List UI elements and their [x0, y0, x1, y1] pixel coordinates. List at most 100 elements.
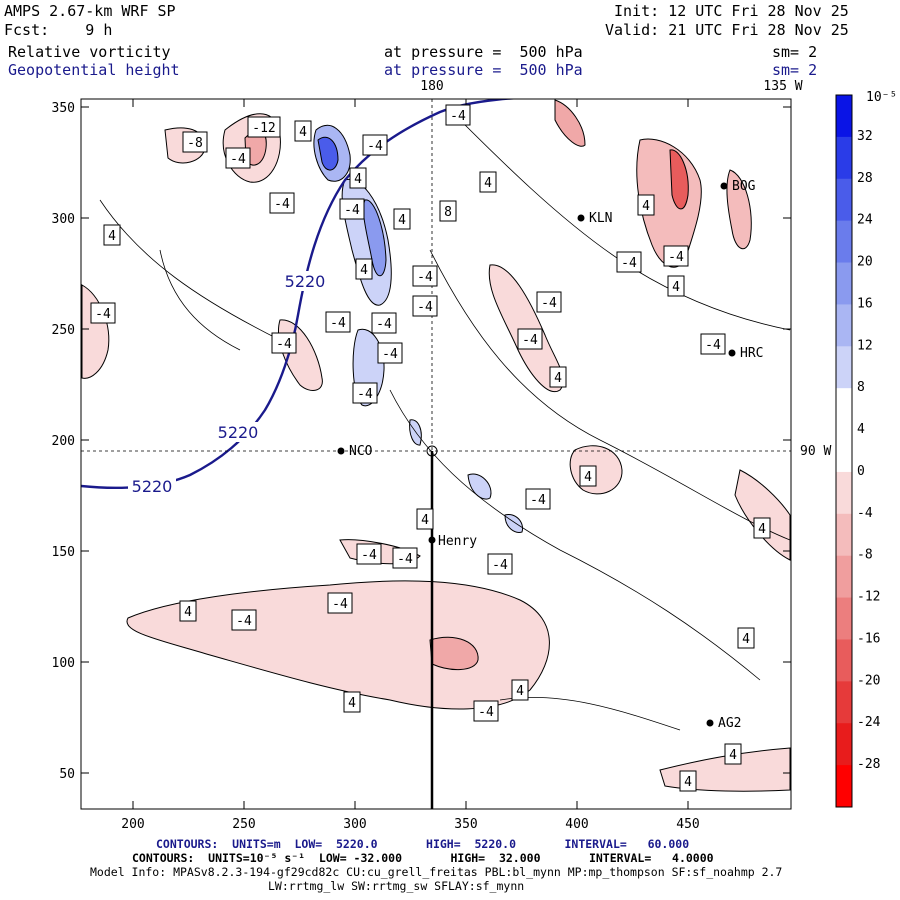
- vorticity-label-box: [412, 295, 438, 317]
- colorbar-tick-label: 32: [857, 129, 873, 144]
- vorticity-contour-label: 4: [398, 213, 406, 228]
- vorticity-label-box: [439, 200, 457, 222]
- vorticity-contour-label: -4: [541, 296, 557, 311]
- field1-level: at pressure = 500 hPa: [384, 43, 583, 61]
- vorticity-label-box: [247, 116, 281, 138]
- colorbar-swatch: [836, 95, 852, 138]
- station-label: KLN: [589, 211, 612, 226]
- vorticity-contour-label: -4: [417, 300, 433, 315]
- colorbar-swatch: [836, 346, 852, 389]
- init-time: Init: 12 UTC Fri 28 Nov 25: [614, 2, 849, 20]
- x-tick-label: 400: [565, 817, 588, 832]
- vorticity-label-box: [179, 600, 197, 622]
- vorticity-contour-label: 4: [758, 522, 766, 537]
- vorticity-label-box: [616, 251, 642, 273]
- vorticity-label-box: [339, 198, 365, 220]
- axis-ticks: [81, 99, 791, 809]
- colorbar: 32 28 24 20 16 12 8 4 0 -4 -8 -12 -16 -20 -24 -28: [835, 94, 881, 808]
- y-tick-label: 200: [52, 434, 75, 449]
- vorticity-label-box: [349, 167, 367, 189]
- colorbar-tick-label: 0: [857, 464, 865, 479]
- station-markers: NCO Henry KLN BOG HRC AG2: [337, 179, 763, 731]
- colorbar-swatch: [836, 555, 852, 599]
- colorbar-tick-label: 24: [857, 213, 873, 228]
- vorticity-region: [726, 169, 752, 250]
- vorticity-label-box: [473, 700, 499, 722]
- height-label-bg: [128, 476, 176, 496]
- colorbar-swatch: [836, 513, 852, 557]
- vorticity-contour-label: -4: [274, 197, 290, 212]
- vorticity-contour-label: -4: [492, 558, 508, 573]
- vorticity-label-box: [637, 194, 655, 216]
- y-tick-label: 300: [52, 212, 75, 227]
- y-tick-label: 250: [52, 323, 75, 338]
- vorticity-label-box: [225, 147, 251, 169]
- colorbar-tick-label: -8: [857, 548, 873, 563]
- vorticity-region: [81, 284, 110, 379]
- vorticity-contour-label: 4: [742, 632, 750, 647]
- vorticity-region: [362, 199, 387, 277]
- vorticity-contour-info: CONTOURS: UNITS=10⁻⁵ s⁻¹ LOW= -32.000 HI…: [132, 851, 714, 865]
- field2-name: Geopotential height: [8, 61, 180, 79]
- vorticity-contour: [499, 697, 681, 731]
- vorticity-field: [81, 99, 791, 792]
- vorticity-contour: [429, 249, 791, 541]
- colorbar-swatch: [836, 597, 852, 640]
- colorbar-swatch: [836, 304, 852, 347]
- vorticity-region: [488, 264, 564, 393]
- station-label: AG2: [718, 716, 741, 731]
- vorticity-label-box: [416, 508, 434, 530]
- vorticity-label-box: [536, 291, 562, 313]
- vorticity-label-box: [355, 258, 373, 280]
- colorbar-tick-label: 28: [857, 171, 873, 186]
- vorticity-contour-label: -4: [276, 337, 292, 352]
- vorticity-contour-label: 4: [684, 775, 692, 790]
- height-label-bg: [281, 271, 329, 291]
- vorticity-region: [409, 419, 422, 446]
- vorticity-contour-label: -4: [344, 203, 360, 218]
- colorbar-tick-label: 4: [857, 422, 865, 437]
- x-tick-label: 350: [454, 817, 477, 832]
- colorbar-swatch: [836, 723, 852, 766]
- x-tick-label: 250: [232, 817, 255, 832]
- vorticity-label-box: [753, 517, 771, 539]
- y-tick-label: 350: [52, 101, 75, 116]
- station-label: HRC: [740, 346, 763, 361]
- vorticity-contour-label: -4: [236, 614, 252, 629]
- colorbar-tick-label: 20: [857, 255, 873, 270]
- colorbar-tick-label: -24: [857, 715, 881, 730]
- vorticity-label-box: [479, 171, 497, 193]
- vorticity-contour-label: -4: [417, 270, 433, 285]
- vorticity-label-box: [356, 543, 382, 565]
- colorbar-tick-label: -4: [857, 506, 873, 521]
- vorticity-contour-label: -4: [668, 250, 684, 265]
- vorticity-contour-label: -4: [705, 338, 721, 353]
- vorticity-contour: [389, 389, 761, 681]
- vorticity-contour-label: -4: [382, 347, 398, 362]
- colorbar-swatch: [836, 471, 852, 515]
- vorticity-contour-label: 4: [516, 684, 524, 699]
- vorticity-contour-label: -4: [357, 387, 373, 402]
- x-tick-label: 450: [676, 817, 699, 832]
- station-dot: [720, 182, 728, 190]
- plot-frame: [80, 98, 792, 810]
- station-dot: [577, 214, 585, 222]
- vorticity-contour-label: 4: [108, 229, 116, 244]
- height-contours: [81, 99, 560, 490]
- longitude-label-90w: 90 W: [800, 444, 831, 459]
- vorticity-label-box: [724, 743, 742, 765]
- vorticity-label-box: [392, 547, 418, 569]
- vorticity-region: [278, 319, 323, 391]
- vorticity-contour-label: -4: [530, 493, 546, 508]
- colorbar-swatch: [836, 681, 852, 724]
- vorticity-contour-label: -4: [397, 552, 413, 567]
- height-label-bg: [214, 422, 262, 442]
- height-contour-info: CONTOURS: UNITS=m LOW= 5220.0 HIGH= 5220…: [156, 837, 690, 851]
- forecast-hour: Fcst: 9 h: [4, 21, 113, 39]
- vorticity-contour-label: 4: [299, 125, 307, 140]
- y-tick-label: 150: [52, 545, 75, 560]
- vorticity-label-box: [393, 208, 411, 230]
- vorticity-region: [734, 469, 791, 561]
- vorticity-region: [504, 513, 524, 533]
